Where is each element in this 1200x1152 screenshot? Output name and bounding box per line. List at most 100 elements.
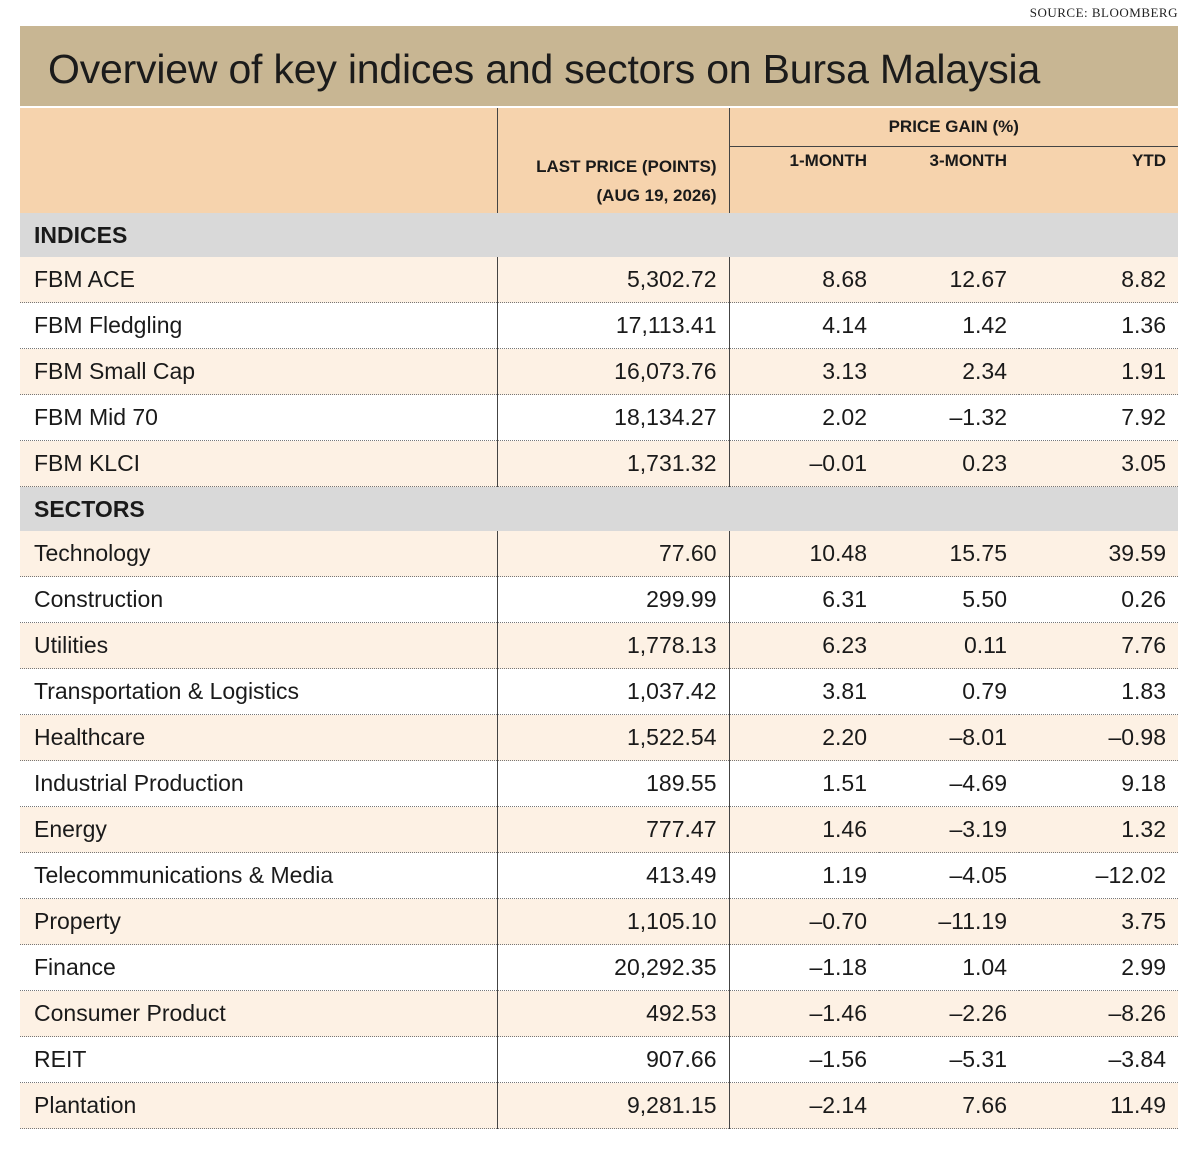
- last-price-cell: 20,292.35: [497, 944, 730, 991]
- three-month-cell: –1.32: [879, 394, 1019, 441]
- one-month-cell: –0.70: [729, 898, 879, 945]
- one-month-cell: 1.46: [729, 806, 879, 853]
- one-month-cell: 8.68: [729, 257, 879, 303]
- three-month-cell: –3.19: [879, 806, 1019, 853]
- table-row: Telecommunications & Media 413.49 1.19 –4.0…: [20, 852, 1179, 899]
- table-row: FBM Fledgling 17,113.41 4.14 1.42 1.36: [20, 302, 1179, 349]
- one-month-cell: –1.46: [729, 990, 879, 1037]
- row-name: Transportation & Logistics: [20, 668, 498, 715]
- last-price-cell: 777.47: [497, 806, 730, 853]
- table-row: Energy 777.47 1.46 –3.19 1.32: [20, 806, 1179, 853]
- row-name: FBM KLCI: [20, 440, 498, 487]
- one-month-cell: 6.31: [729, 576, 879, 623]
- one-month-cell: –0.01: [729, 440, 879, 487]
- last-price-cell: 1,105.10: [497, 898, 730, 945]
- three-month-cell: 0.79: [879, 668, 1019, 715]
- section-label: INDICES: [20, 213, 1179, 257]
- row-name: Plantation: [20, 1082, 498, 1129]
- row-name: FBM ACE: [20, 257, 498, 303]
- three-month-cell: 12.67: [879, 257, 1019, 303]
- three-month-cell: 0.23: [879, 440, 1019, 487]
- header-blank: [20, 108, 498, 213]
- table-row: Property 1,105.10 –0.70 –11.19 3.75: [20, 898, 1179, 945]
- last-price-cell: 299.99: [497, 576, 730, 623]
- row-name: FBM Fledgling: [20, 302, 498, 349]
- table-row: Plantation 9,281.15 –2.14 7.66 11.49: [20, 1082, 1179, 1129]
- one-month-cell: 3.81: [729, 668, 879, 715]
- row-name: FBM Small Cap: [20, 348, 498, 395]
- last-price-cell: 77.60: [497, 531, 730, 577]
- one-month-cell: 1.51: [729, 760, 879, 807]
- table-row: Technology 77.60 10.48 15.75 39.59: [20, 531, 1179, 577]
- ytd-cell: 3.05: [1019, 440, 1179, 487]
- ytd-cell: 0.26: [1019, 576, 1179, 623]
- one-month-cell: 4.14: [729, 302, 879, 349]
- table-row: Consumer Product 492.53 –1.46 –2.26 –8.26: [20, 990, 1179, 1037]
- row-name: Technology: [20, 531, 498, 577]
- three-month-cell: 0.11: [879, 622, 1019, 669]
- ytd-cell: 39.59: [1019, 531, 1179, 577]
- ytd-cell: 2.99: [1019, 944, 1179, 991]
- ytd-cell: 7.76: [1019, 622, 1179, 669]
- one-month-cell: 2.20: [729, 714, 879, 761]
- row-name: Property: [20, 898, 498, 945]
- one-month-cell: 6.23: [729, 622, 879, 669]
- three-month-cell: 1.42: [879, 302, 1019, 349]
- section-row: SECTORS: [20, 486, 1179, 531]
- last-price-cell: 189.55: [497, 760, 730, 807]
- last-price-cell: 1,037.42: [497, 668, 730, 715]
- table-row: FBM Small Cap 16,073.76 3.13 2.34 1.91: [20, 348, 1179, 395]
- ytd-cell: 1.83: [1019, 668, 1179, 715]
- last-price-cell: 1,731.32: [497, 440, 730, 487]
- three-month-cell: –5.31: [879, 1036, 1019, 1083]
- chart-title: Overview of key indices and sectors on B…: [48, 46, 1041, 92]
- table-row: Industrial Production 189.55 1.51 –4.69 9.18: [20, 760, 1179, 807]
- table-row: REIT 907.66 –1.56 –5.31 –3.84: [20, 1036, 1179, 1083]
- table-row: Construction 299.99 6.31 5.50 0.26: [20, 576, 1179, 623]
- header-ytd: YTD: [1019, 146, 1179, 213]
- last-price-cell: 18,134.27: [497, 394, 730, 441]
- table-row: FBM Mid 70 18,134.27 2.02 –1.32 7.92: [20, 394, 1179, 441]
- one-month-cell: –1.56: [729, 1036, 879, 1083]
- ytd-cell: –8.26: [1019, 990, 1179, 1037]
- row-name: Telecommunications & Media: [20, 852, 498, 899]
- last-price-cell: 492.53: [497, 990, 730, 1037]
- ytd-cell: 3.75: [1019, 898, 1179, 945]
- three-month-cell: –11.19: [879, 898, 1019, 945]
- last-price-cell: 9,281.15: [497, 1082, 730, 1129]
- row-name: Finance: [20, 944, 498, 991]
- ytd-cell: 1.32: [1019, 806, 1179, 853]
- table-row: FBM KLCI 1,731.32 –0.01 0.23 3.05: [20, 440, 1179, 487]
- header-last-price-line1: LAST PRICE (POINTS): [536, 157, 717, 176]
- table-row: Transportation & Logistics 1,037.42 3.81 0.…: [20, 668, 1179, 715]
- row-name: Healthcare: [20, 714, 498, 761]
- one-month-cell: –1.18: [729, 944, 879, 991]
- section-row: INDICES: [20, 213, 1179, 257]
- three-month-cell: 1.04: [879, 944, 1019, 991]
- three-month-cell: –4.05: [879, 852, 1019, 899]
- one-month-cell: 2.02: [729, 394, 879, 441]
- table-row: Finance 20,292.35 –1.18 1.04 2.99: [20, 944, 1179, 991]
- header-1-month: 1-MONTH: [729, 146, 879, 213]
- row-name: Energy: [20, 806, 498, 853]
- last-price-cell: 413.49: [497, 852, 730, 899]
- last-price-cell: 5,302.72: [497, 257, 730, 303]
- table-row: FBM ACE 5,302.72 8.68 12.67 8.82: [20, 257, 1179, 303]
- section-label: SECTORS: [20, 486, 1179, 531]
- one-month-cell: 1.19: [729, 852, 879, 899]
- ytd-cell: 7.92: [1019, 394, 1179, 441]
- indices-table: LAST PRICE (POINTS) (AUG 19, 2026) PRICE…: [20, 108, 1179, 1129]
- one-month-cell: –2.14: [729, 1082, 879, 1129]
- ytd-cell: –3.84: [1019, 1036, 1179, 1083]
- last-price-cell: 17,113.41: [497, 302, 730, 349]
- ytd-cell: 8.82: [1019, 257, 1179, 303]
- three-month-cell: 2.34: [879, 348, 1019, 395]
- ytd-cell: –12.02: [1019, 852, 1179, 899]
- three-month-cell: 7.66: [879, 1082, 1019, 1129]
- last-price-cell: 1,778.13: [497, 622, 730, 669]
- header-3-month: 3-MONTH: [879, 146, 1019, 213]
- ytd-cell: –0.98: [1019, 714, 1179, 761]
- source-note: SOURCE: BLOOMBERG: [1029, 5, 1178, 20]
- three-month-cell: 15.75: [879, 531, 1019, 577]
- three-month-cell: 5.50: [879, 576, 1019, 623]
